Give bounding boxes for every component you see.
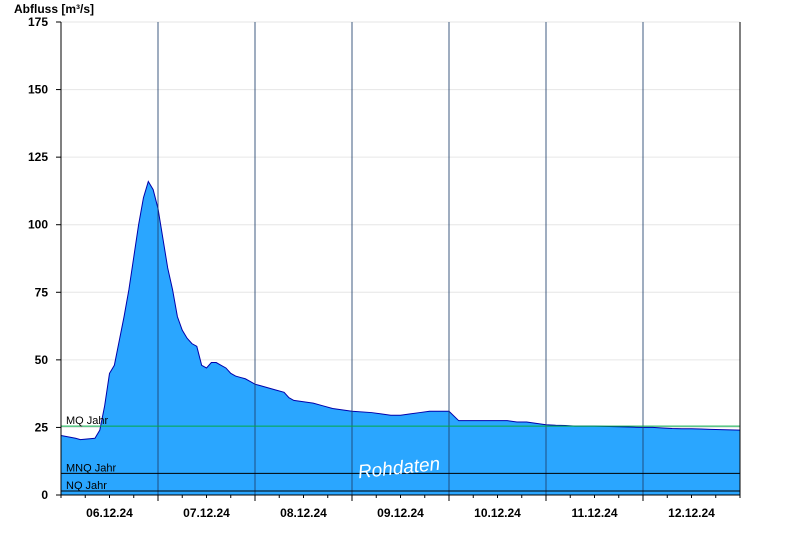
series-area [61,181,740,495]
x-tick-label: 10.12.24 [474,506,521,520]
reference-line-label: MNQ Jahr [66,462,116,474]
y-tick-label: 150 [28,83,48,97]
day-boundary-layer [157,22,644,495]
x-tick-label: 08.12.24 [280,506,327,520]
y-tick-label: 100 [28,218,48,232]
y-tick-label: 0 [41,488,48,502]
y-tick-label: 125 [28,150,48,164]
reference-lines-layer: MQ Jahr MNQ Jahr NQ Jahr [61,415,740,492]
x-tick-label: 06.12.24 [86,506,133,520]
y-tick-label: 175 [28,15,48,29]
x-tick-label: 12.12.24 [668,506,715,520]
axes-layer: 0 25 50 75 100 125 150 175 06.12.24 07.12.24 08.12… [28,15,741,520]
y-tick-label: 75 [35,285,49,299]
reference-line-label: MQ Jahr [66,415,109,427]
reference-line-label: NQ Jahr [66,480,107,492]
y-tick-label: 25 [35,420,49,434]
x-tick-label: 09.12.24 [377,506,424,520]
x-tick-label: 11.12.24 [571,506,617,520]
x-tick-label: 07.12.24 [183,506,230,520]
series-layer [60,180,741,495]
y-axis-title: Abfluss [m³/s] [14,2,94,16]
y-tick-label: 50 [35,353,49,367]
